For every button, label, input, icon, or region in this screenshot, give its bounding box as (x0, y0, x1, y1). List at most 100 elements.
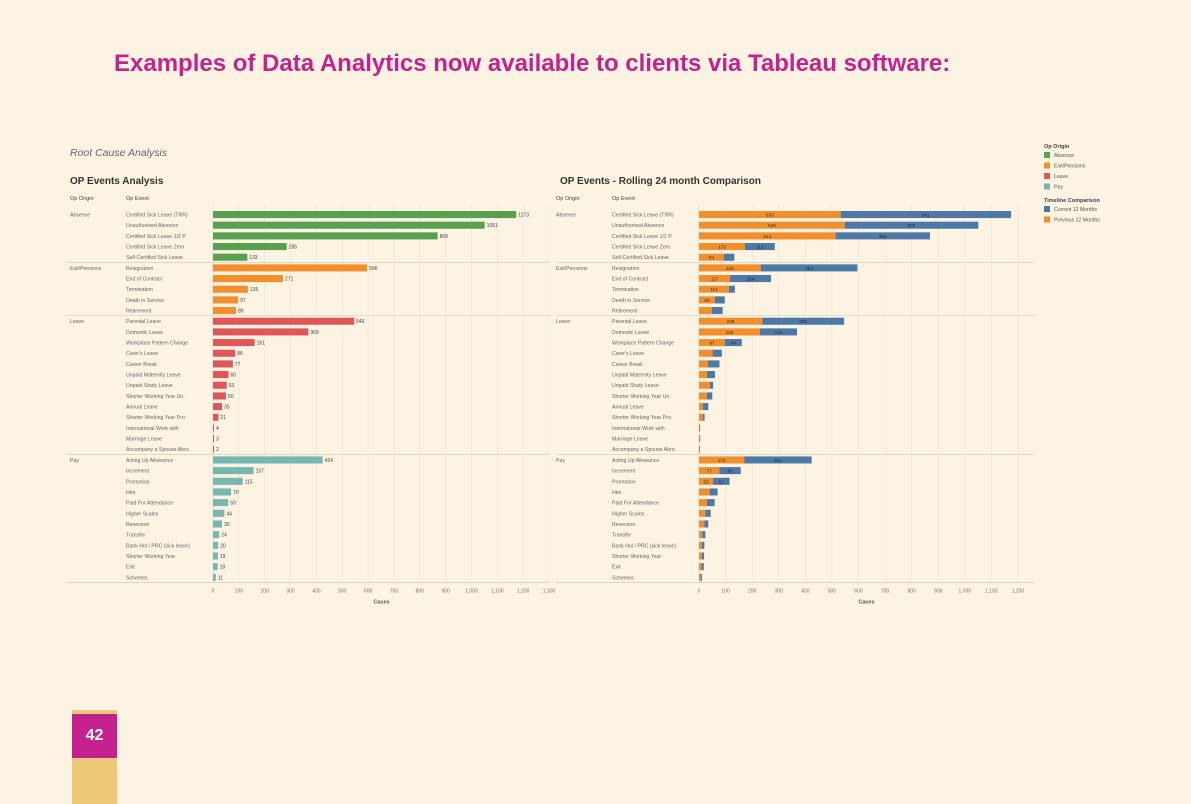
events-analysis-origin-label: Exit/Pensions (70, 266, 102, 272)
rolling-comparison-event-label: Unpaid Study Leave (612, 383, 659, 389)
rolling-comparison-bar-previous (699, 424, 700, 432)
events-analysis-bar (213, 264, 368, 272)
rolling-comparison-event-label: Workplace Pattern Change (612, 341, 674, 347)
events-analysis-tick-label: 100 (235, 588, 244, 594)
events-analysis-event-label: Certified Sick Leave Zero (126, 245, 184, 251)
events-analysis-bar (213, 563, 218, 571)
rolling-comparison-event-label: Acting Up Allowance (612, 458, 659, 464)
rolling-comparison-bar-current (728, 285, 735, 293)
events-analysis-bar (213, 328, 309, 336)
events-analysis-event-label: Transfer (126, 533, 145, 539)
events-analysis-tick-label: 400 (312, 588, 321, 594)
rolling-comparison-bar-current (730, 275, 772, 283)
rolling-comparison-bar-value-previous: 238 (727, 319, 735, 324)
rolling-comparison-event-label: Certified Sick Leave Zero (612, 245, 670, 251)
events-analysis-event-label: Certified Sick Leave (TRR) (126, 213, 188, 219)
events-analysis-bar-value: 546 (356, 319, 365, 325)
events-analysis-bar-value: 285 (289, 245, 298, 251)
events-analysis-event-label: Hire (126, 490, 136, 496)
events-analysis-bar-value: 44 (226, 511, 232, 517)
rolling-comparison-bar-current (713, 477, 730, 485)
rolling-comparison-bar-previous (699, 371, 707, 379)
events-analysis-bar (213, 296, 239, 304)
rolling-comparison-bar-current (701, 552, 705, 560)
legend-label: Pay (1054, 185, 1063, 191)
rolling-comparison-bar-previous (699, 232, 836, 240)
events-analysis-bar (213, 477, 243, 485)
events-analysis-event-label: Death in Service (126, 298, 164, 304)
rolling-comparison-event-label: Shorter Working Year Un. (612, 394, 671, 400)
events-analysis-bar-value: 11 (218, 575, 223, 581)
events-analysis-bar-value: 18 (220, 565, 226, 571)
rolling-comparison-bar-previous (699, 520, 705, 528)
events-analysis-event-label: Unpaid Maternity Leave (126, 373, 181, 379)
rolling-comparison-bar-previous (699, 467, 720, 475)
rolling-comparison-tick-label: 0 (698, 588, 701, 594)
rolling-comparison-bar-current (706, 499, 715, 507)
events-analysis-bar-value: 157 (256, 469, 265, 475)
events-analysis-bar (213, 541, 219, 549)
rolling-comparison-event-label: Exit (612, 565, 621, 571)
rolling-comparison-x-axis-label: Cases (858, 599, 874, 605)
events-analysis-bar-value: 24 (221, 533, 227, 539)
events-analysis-tick-label: 1,100 (491, 588, 504, 594)
events-analysis-tick-label: 1,000 (465, 588, 478, 594)
rolling-comparison-bar-current (709, 488, 718, 496)
legend-swatch (1044, 173, 1050, 179)
events-analysis-event-label: Promotion (126, 479, 150, 485)
events-analysis-event-label: Self-Certified Sick Leave (126, 255, 183, 261)
rolling-comparison-event-label: Hire (612, 490, 622, 496)
rolling-comparison-bar-value-previous: 232 (726, 266, 734, 271)
rolling-comparison-bar-previous (699, 296, 715, 304)
events-analysis-bar (213, 456, 323, 464)
events-analysis-origin-label: Absence (70, 213, 90, 219)
rolling-comparison-header-origin: Op Origin (556, 196, 580, 202)
rolling-comparison-bar-current (840, 211, 1012, 219)
rolling-comparison-bar-current (699, 435, 701, 443)
rolling-comparison-bar-previous (699, 307, 712, 315)
rolling-comparison-tick-label: 600 (854, 588, 863, 594)
rolling-comparison-event-label: Bank Hol / PRC (sick leave) (612, 543, 676, 549)
rolling-comparison-bar-current (719, 467, 741, 475)
dashboard-svg: Root Cause Analysis OP Events Analysis Op … (66, 144, 1100, 605)
rolling-comparison-bar-value-current: 64 (731, 341, 737, 346)
rolling-comparison-bar-current (702, 403, 709, 411)
events-analysis-bar (213, 573, 216, 581)
events-analysis-bar-value: 35 (224, 405, 230, 411)
rolling-comparison-tick-label: 1,100 (985, 588, 998, 594)
events-analysis-bar (213, 360, 233, 368)
rolling-comparison-event-label: Resignation (612, 266, 640, 272)
events-analysis-bar (213, 413, 219, 421)
events-analysis-x-axis-label: Cases (373, 599, 389, 605)
rolling-comparison-bar-current (704, 520, 709, 528)
events-analysis-bar (213, 424, 215, 432)
events-analysis-event-label: Workplace Pattern Change (126, 341, 188, 347)
rolling-comparison-bar-previous (699, 360, 709, 368)
rolling-comparison-tick-label: 300 (775, 588, 784, 594)
rolling-comparison-origin-label: Pay (556, 458, 565, 464)
rolling-comparison-tick-label: 200 (748, 588, 757, 594)
events-analysis-bar (213, 317, 355, 325)
rolling-comparison-bar-previous (699, 264, 761, 272)
rolling-comparison-bar-value-current: 254 (774, 458, 782, 463)
rolling-comparison-tick-label: 1,000 (959, 588, 972, 594)
rolling-comparison-bar-value-previous: 117 (711, 277, 719, 282)
legend-title: Timeline Comparison (1044, 198, 1100, 204)
legend-swatch (1044, 206, 1050, 212)
rolling-comparison-bar-previous (699, 509, 706, 517)
events-analysis-event-label: Paid For Attendance (126, 501, 173, 507)
events-analysis-event-label: Acting Up Allowance (126, 458, 173, 464)
rolling-comparison-tick-label: 500 (828, 588, 837, 594)
rolling-comparison-bar-current (835, 232, 930, 240)
legend-title: Op Origin (1044, 144, 1070, 150)
events-analysis-bar-value: 19 (220, 554, 226, 560)
events-analysis-bar (213, 243, 287, 251)
rolling-comparison-event-label: Domestic Leave (612, 330, 649, 336)
events-analysis-bar-value: 115 (245, 479, 253, 485)
rolling-comparison-tick-label: 100 (721, 588, 730, 594)
rolling-comparison-bar-previous (699, 392, 707, 400)
rolling-comparison-event-label: Marriage Leave (612, 437, 648, 443)
events-analysis-bar-value: 3 (216, 437, 219, 443)
rolling-comparison-bar-previous (699, 253, 724, 261)
rolling-comparison-bar-previous (699, 435, 700, 443)
